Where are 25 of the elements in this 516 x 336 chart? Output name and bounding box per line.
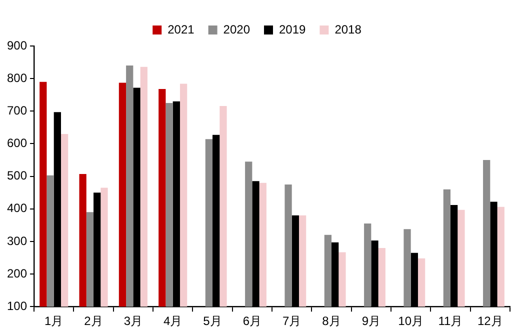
x-tick-label: 2月 bbox=[84, 314, 103, 328]
y-tick-label: 600 bbox=[6, 136, 28, 150]
legend-label: 2018 bbox=[334, 22, 362, 36]
x-tick-label: 10月 bbox=[398, 314, 424, 328]
x-tick-label: 11月 bbox=[438, 314, 463, 328]
x-tick-label: 9月 bbox=[362, 314, 381, 328]
x-tick-label: 6月 bbox=[242, 314, 262, 328]
x-tick-label: 1月 bbox=[44, 314, 64, 328]
y-tick-label: 800 bbox=[6, 70, 28, 85]
x-tick-label: 4月 bbox=[164, 314, 182, 328]
x-tick-label: 7月 bbox=[282, 314, 302, 328]
y-tick-label: 500 bbox=[6, 168, 28, 183]
x-tick-label: 3月 bbox=[124, 314, 143, 328]
legend-label: 2020 bbox=[223, 22, 250, 36]
x-tick-label: 8月 bbox=[322, 314, 341, 328]
y-tick-label: 400 bbox=[6, 201, 28, 216]
y-tick-label: 700 bbox=[6, 103, 28, 118]
y-tick-label: 100 bbox=[6, 298, 28, 313]
y-tick-label: 300 bbox=[6, 234, 28, 248]
x-tick-label: 5月 bbox=[203, 314, 222, 328]
y-tick-label: 900 bbox=[6, 38, 28, 52]
legend-label: 2019 bbox=[279, 22, 306, 36]
y-tick-label: 200 bbox=[6, 266, 28, 280]
x-tick-label: 12月 bbox=[477, 314, 503, 328]
legend-label: 2021 bbox=[168, 22, 195, 36]
